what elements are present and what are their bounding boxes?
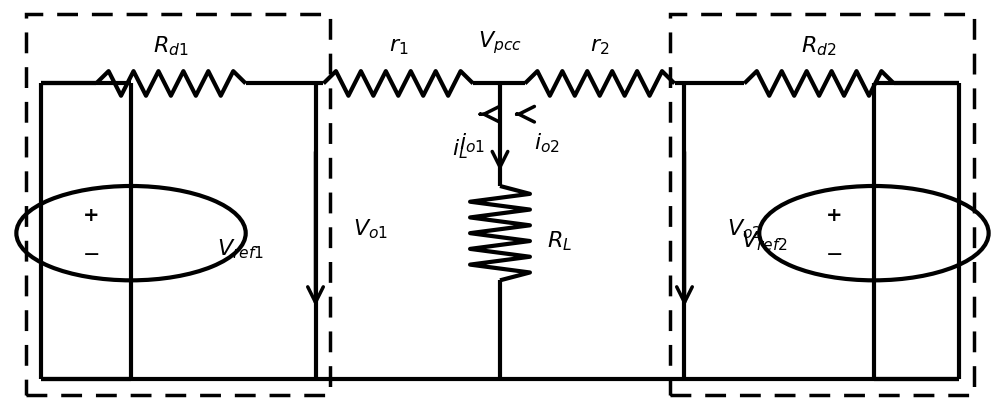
Text: $i_{o2}$: $i_{o2}$ — [534, 131, 560, 155]
Text: $i_{L}$: $i_{L}$ — [452, 137, 468, 161]
Text: $R_{L}$: $R_{L}$ — [547, 230, 572, 253]
Bar — [26, 14, 330, 395]
Text: $-$: $-$ — [82, 243, 100, 263]
Text: $r_{2}$: $r_{2}$ — [590, 36, 609, 57]
Text: $V_{ref1}$: $V_{ref1}$ — [217, 238, 264, 261]
Text: +: + — [83, 206, 99, 225]
Text: $R_{d2}$: $R_{d2}$ — [801, 35, 837, 58]
Bar — [670, 14, 974, 395]
Text: $V_{o1}$: $V_{o1}$ — [353, 217, 388, 241]
Text: $V_{ref2}$: $V_{ref2}$ — [741, 230, 788, 253]
Text: $r_{1}$: $r_{1}$ — [389, 36, 408, 57]
Text: $-$: $-$ — [825, 243, 842, 263]
Text: $R_{d1}$: $R_{d1}$ — [153, 35, 189, 58]
Text: $i_{o1}$: $i_{o1}$ — [459, 131, 485, 155]
Text: +: + — [826, 206, 842, 225]
Text: $V_{pcc}$: $V_{pcc}$ — [478, 29, 522, 56]
Text: $V_{o2}$: $V_{o2}$ — [727, 217, 762, 241]
